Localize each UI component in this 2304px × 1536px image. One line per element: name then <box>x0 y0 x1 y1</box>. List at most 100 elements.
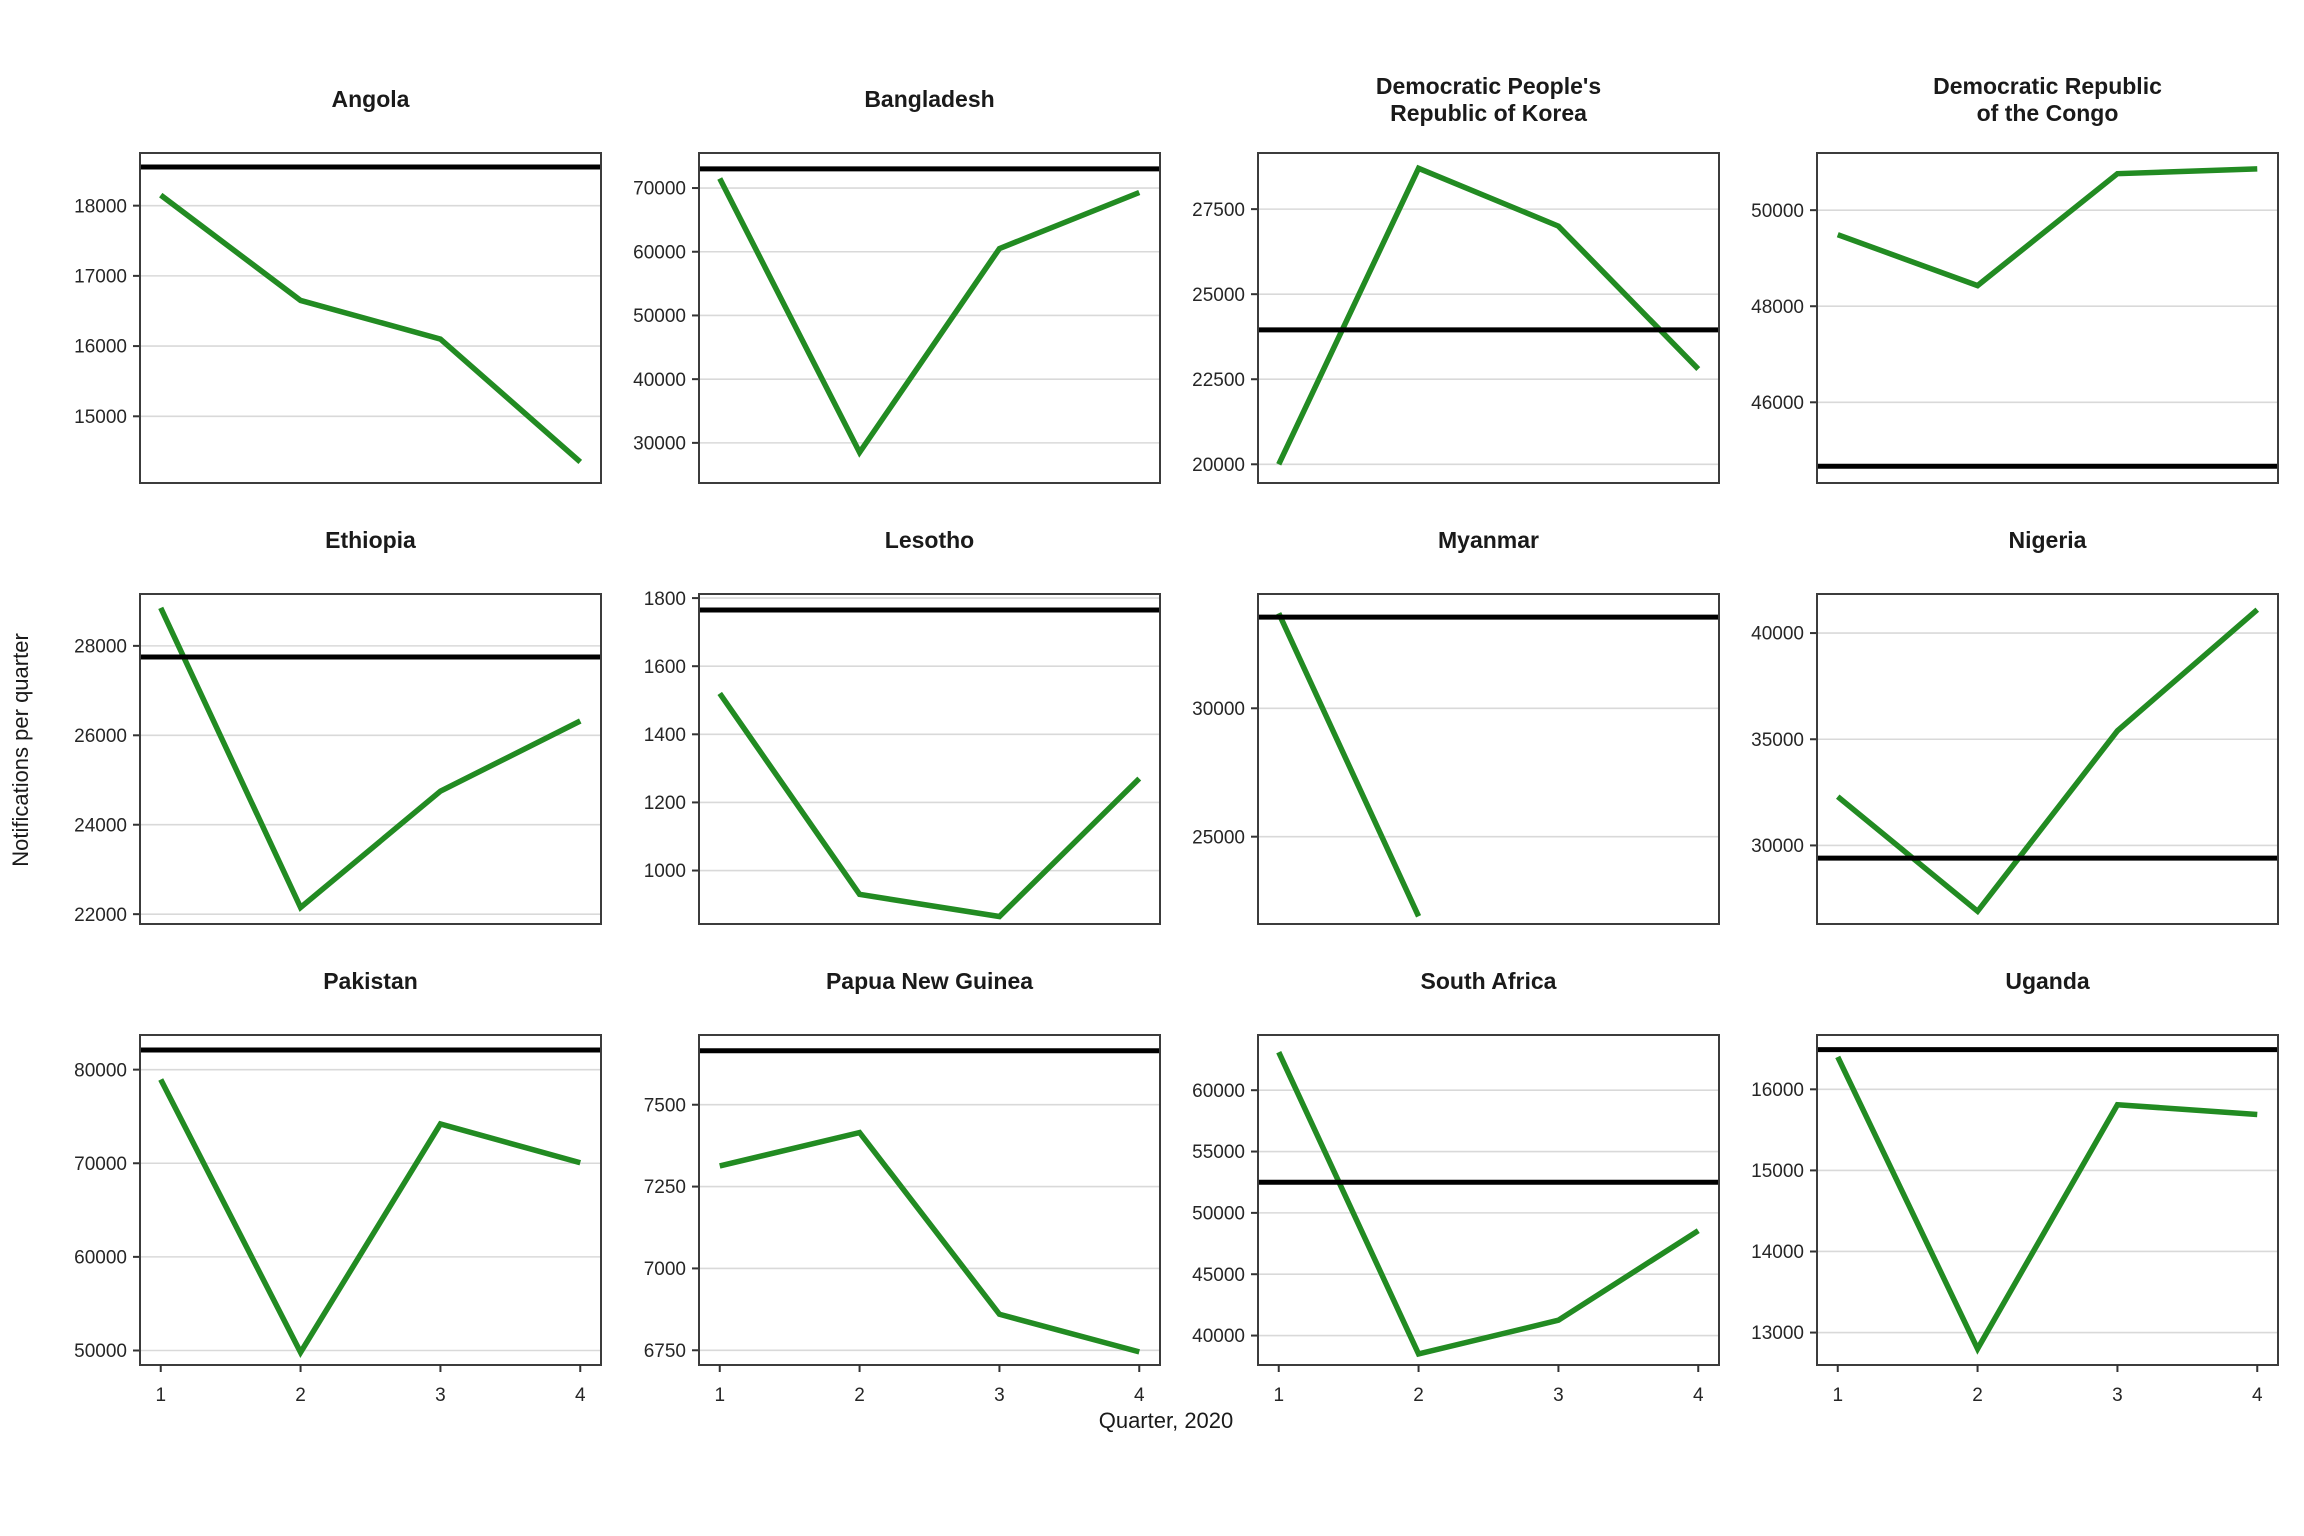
facet-plot: 46000 48000 50000 <box>1751 152 2279 484</box>
x-tick-label: 2 <box>854 1385 865 1406</box>
facet-pakistan: Pakistan 50000 60000 70000 80000 1 2 3 4 <box>48 932 607 1419</box>
y-tick-label: 40000 <box>633 370 686 391</box>
y-tick-label: 14000 <box>1751 1242 1804 1263</box>
panel-background <box>699 153 1160 483</box>
facet-plot: 25000 30000 <box>1192 593 1720 925</box>
facet-plot: 22000 24000 26000 28000 <box>74 593 602 926</box>
data-line <box>158 1078 581 1358</box>
panel-border <box>1816 593 2279 925</box>
x-tick-label: 3 <box>435 1385 446 1406</box>
y-tick-label: 35000 <box>1751 730 1804 751</box>
y-tick-label: 7000 <box>644 1259 686 1280</box>
panel-border <box>1816 1034 2279 1366</box>
facet-plot: 1000 1200 1400 1600 1800 <box>644 589 1161 925</box>
x-tick-label: 2 <box>1413 1385 1424 1406</box>
facet-democratic-people-s-republic-of-korea: Democratic People's Republic of Korea 200… <box>1166 50 1725 491</box>
y-tick-label: 80000 <box>74 1060 127 1081</box>
y-tick-label: 22000 <box>74 905 127 926</box>
x-tick-label: 4 <box>2252 1385 2263 1406</box>
y-tick-label: 15000 <box>74 407 127 428</box>
x-tick-label: 4 <box>1134 1385 1145 1406</box>
y-tick-label: 1400 <box>644 725 686 746</box>
facet-title: Democratic Republic of the Congo <box>1933 72 2162 126</box>
facet-title: Lesotho <box>884 527 975 554</box>
panel-border <box>139 1034 602 1366</box>
panel-background <box>699 594 1160 924</box>
facet-south-africa: South Africa 40000 45000 50000 55000 60000 1 2 3… <box>1166 932 1725 1419</box>
facet-nigeria: Nigeria 30000 35000 40000 <box>1725 491 2284 932</box>
panel-background <box>1258 153 1719 483</box>
y-tick-label: 6750 <box>644 1341 686 1362</box>
x-tick-label: 4 <box>1693 1385 1704 1406</box>
y-tick-label: 46000 <box>1751 393 1804 414</box>
y-tick-label: 18000 <box>74 196 127 217</box>
facet-uganda: Uganda 13000 14000 15000 16000 1 2 3 4 <box>1725 932 2284 1419</box>
x-tick-label: 3 <box>1553 1385 1564 1406</box>
panel-border <box>139 593 602 925</box>
panel-border <box>1257 593 1720 925</box>
y-tick-label: 15000 <box>1751 1161 1804 1182</box>
x-tick-label: 3 <box>994 1385 1005 1406</box>
y-tick-label: 45000 <box>1192 1265 1245 1286</box>
y-tick-label: 1200 <box>644 793 686 814</box>
y-tick-label: 1600 <box>644 657 686 678</box>
x-tick-label: 2 <box>1972 1385 1983 1406</box>
panel-border <box>698 152 1161 484</box>
y-tick-label: 1000 <box>644 861 686 882</box>
panel-background <box>1817 153 2278 483</box>
y-tick-label: 1800 <box>644 591 686 610</box>
y-tick-label: 7250 <box>644 1177 686 1198</box>
y-tick-label: 28000 <box>74 637 127 658</box>
x-tick-label: 1 <box>1273 1385 1284 1406</box>
y-tick-label: 70000 <box>74 1154 127 1175</box>
x-tick-label: 1 <box>1832 1385 1843 1406</box>
data-line <box>719 1129 1140 1355</box>
y-tick-label: 17000 <box>74 267 127 288</box>
y-tick-label: 27500 <box>1192 200 1245 221</box>
facet-angola: Angola 15000 16000 17000 18000 <box>48 50 607 491</box>
data-line <box>717 177 1141 458</box>
y-tick-label: 50000 <box>633 306 686 327</box>
y-tick-label: 22500 <box>1192 370 1245 391</box>
y-tick-label: 50000 <box>1192 1204 1245 1225</box>
data-line <box>1276 164 1701 466</box>
panel-background <box>1817 1035 2278 1365</box>
data-line <box>1276 1051 1700 1358</box>
facet-lesotho: Lesotho 1000 1200 1400 1600 1800 <box>607 491 1166 932</box>
x-tick-label: 3 <box>2112 1385 2123 1406</box>
panel-border <box>1816 152 2279 484</box>
facet-plot: 13000 14000 15000 16000 1 2 3 4 <box>1751 1034 2279 1406</box>
data-line <box>1836 607 2260 916</box>
x-tick-label: 1 <box>714 1385 725 1406</box>
y-tick-label: 50000 <box>74 1341 127 1362</box>
y-tick-label: 25000 <box>1192 827 1245 848</box>
data-line <box>159 192 583 465</box>
data-line <box>1276 612 1422 918</box>
facet-plot: 15000 16000 17000 18000 <box>74 152 602 484</box>
x-tick-label: 1 <box>155 1385 166 1406</box>
y-tick-label: 16000 <box>1751 1080 1804 1101</box>
facet-plot: 30000 35000 40000 <box>1751 593 2279 925</box>
facet-title: South Africa <box>1420 968 1557 995</box>
y-tick-label: 55000 <box>1192 1142 1245 1163</box>
facet-myanmar: Myanmar 25000 30000 <box>1166 491 1725 932</box>
data-line <box>1835 1055 2258 1355</box>
y-tick-label: 25000 <box>1192 285 1245 306</box>
facet-title: Papua New Guinea <box>825 968 1034 995</box>
panel-border <box>698 1034 1161 1366</box>
facet-democratic-republic-of-the-congo: Democratic Republic of the Congo 46000 480… <box>1725 50 2284 491</box>
facet-title: Pakistan <box>323 968 418 995</box>
facet-title: Angola <box>331 86 410 113</box>
panel-background <box>699 1035 1160 1365</box>
y-tick-label: 48000 <box>1751 297 1804 318</box>
facet-title: Uganda <box>2005 968 2090 995</box>
y-tick-label: 40000 <box>1192 1326 1245 1347</box>
y-tick-label: 24000 <box>74 815 127 836</box>
y-tick-label: 30000 <box>633 434 686 455</box>
y-tick-label: 13000 <box>1751 1323 1804 1344</box>
facet-papua-new-guinea: Papua New Guinea 6750 7000 7250 7500 1 2 3 4 <box>607 932 1166 1419</box>
y-tick-label: 50000 <box>1751 201 1804 222</box>
data-line <box>158 606 582 912</box>
panel-background <box>140 594 601 924</box>
panel-background <box>140 1035 601 1365</box>
